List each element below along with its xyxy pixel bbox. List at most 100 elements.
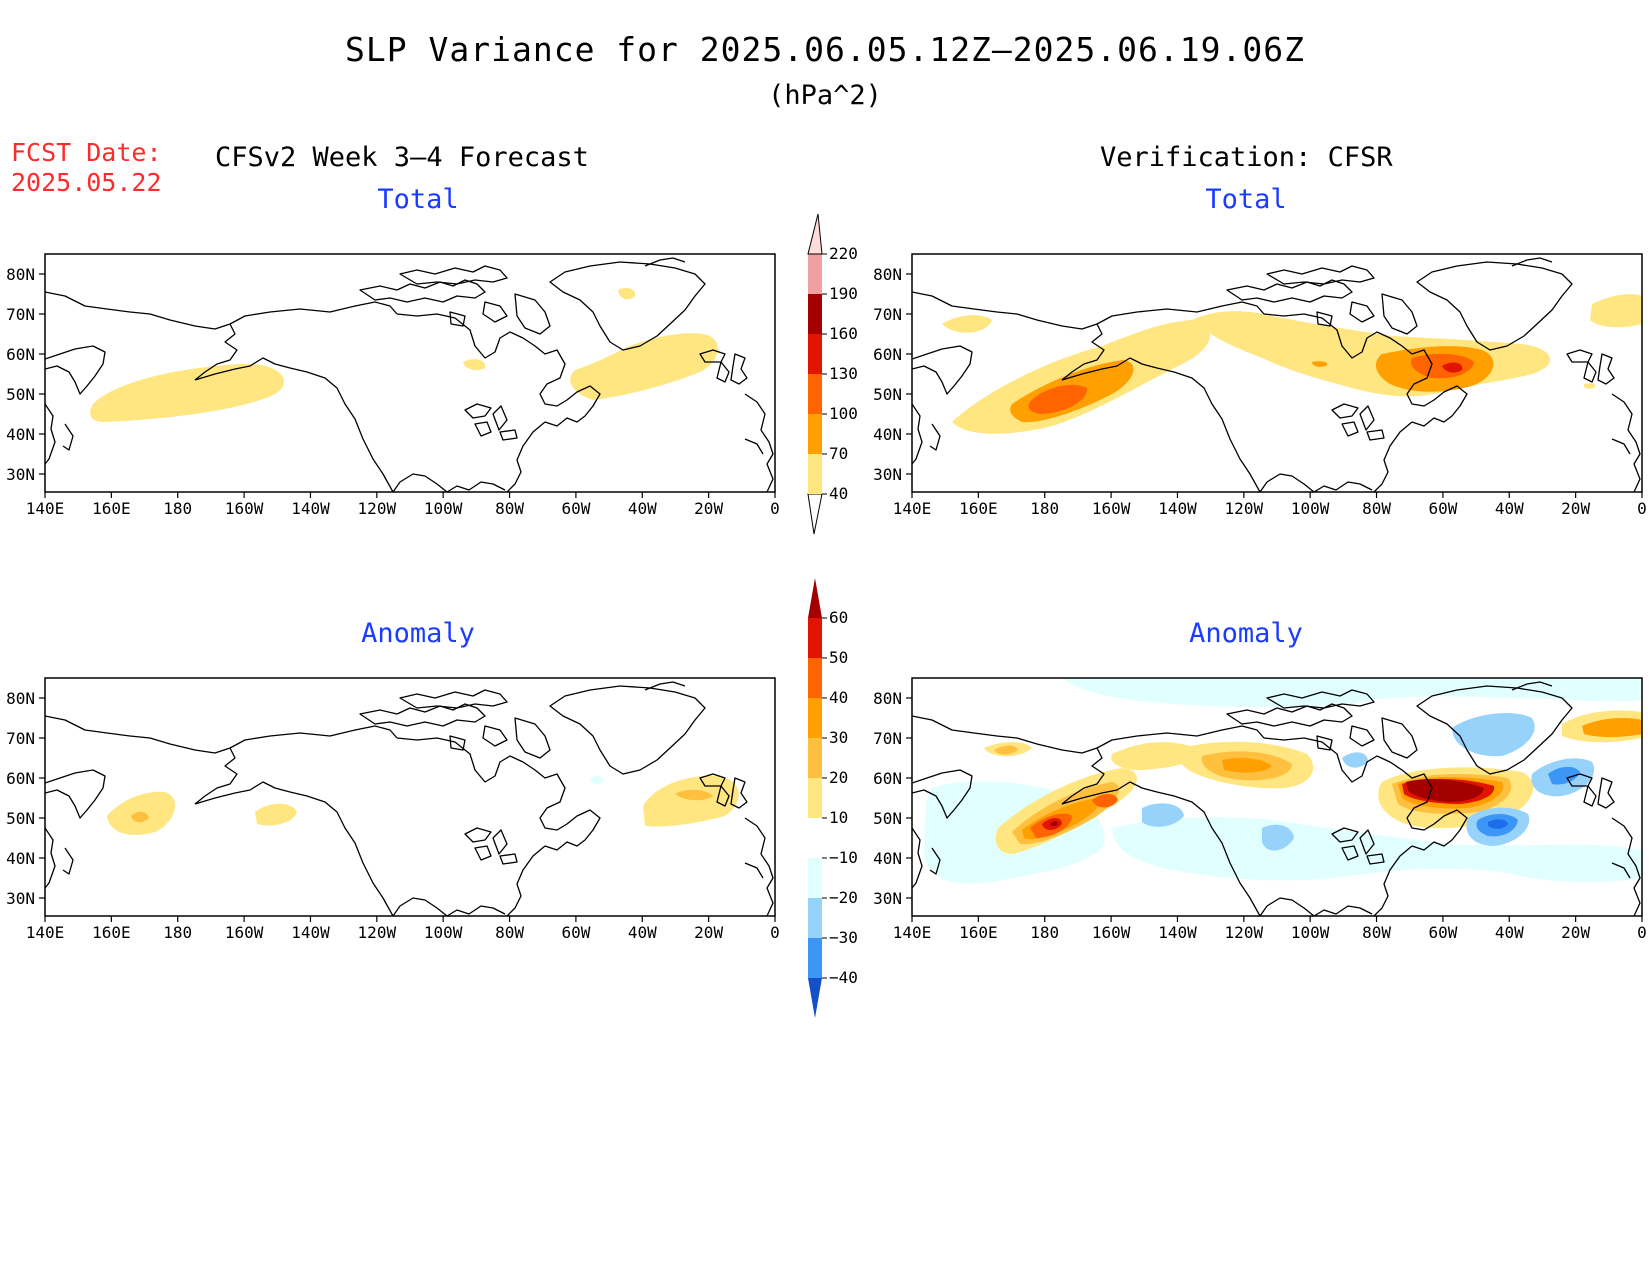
lat-label: 50N (873, 385, 902, 404)
lat-label: 40N (6, 849, 35, 868)
map-frame-c (44, 677, 776, 917)
lon-label: 100W (1291, 923, 1330, 942)
forecast-column-header: CFSv2 Week 3—4 Forecast (215, 142, 589, 173)
map-panel-forecast-anomaly (44, 677, 776, 917)
colorbar-total-min-arrow (807, 493, 823, 535)
colorbar-anomaly-swatch (808, 698, 822, 738)
colorbar-anomaly-swatch (808, 938, 822, 978)
lon-label: 20W (1561, 923, 1590, 942)
colorbar-anomaly-label: 50 (829, 648, 848, 667)
forecast-date-caption: FCST Date: (11, 138, 162, 167)
lat-label: 50N (6, 809, 35, 828)
lon-label: 60W (561, 499, 590, 518)
map-panel-verification-anomaly (911, 677, 1643, 917)
colorbar-anomaly-swatch (808, 898, 822, 938)
contour-fcst-total-hudson (463, 359, 486, 370)
lon-label: 160W (1092, 923, 1131, 942)
colorbar-anomaly: 60 50 40 30 20 10 −10 −20 −30 −40 (808, 578, 858, 1018)
lon-label: 80W (495, 923, 524, 942)
lon-label: 0 (770, 923, 780, 942)
colorbar-anomaly-label: 20 (829, 768, 848, 787)
lon-label: 100W (424, 923, 463, 942)
colorbar-anomaly-label: −20 (829, 888, 858, 907)
lon-label: 180 (163, 499, 192, 518)
colorbar-anomaly-swatch (808, 818, 822, 858)
units-label: (hPa^2) (768, 80, 882, 111)
colorbar-total-max-arrow (807, 213, 823, 255)
lon-label: 100W (424, 499, 463, 518)
lon-label: 80W (495, 499, 524, 518)
lon-label: 160E (959, 923, 998, 942)
lon-label: 140E (893, 923, 932, 942)
colorbar-anomaly-label: −30 (829, 928, 858, 947)
lon-label: 40W (1495, 923, 1524, 942)
lon-label: 120W (1225, 499, 1264, 518)
lon-label: 140E (26, 499, 65, 518)
colorbar-total-swatch (808, 414, 822, 454)
lat-label: 70N (6, 729, 35, 748)
lon-label: 40W (628, 923, 657, 942)
colorbar-anomaly-max-arrow (808, 578, 822, 618)
lon-label: 160E (92, 923, 131, 942)
lat-label: 80N (873, 265, 902, 284)
lon-label: 140W (291, 499, 330, 518)
lon-label: 160E (959, 499, 998, 518)
panel-title-forecast-total: Total (377, 184, 459, 215)
colorbar-anomaly-label: −40 (829, 968, 858, 987)
lon-label: 80W (1362, 923, 1391, 942)
lat-label: 80N (6, 689, 35, 708)
lon-label: 140W (1158, 923, 1197, 942)
lon-label: 20W (1561, 499, 1590, 518)
map-panel-forecast-total (44, 253, 776, 493)
colorbar-total-swatch (808, 374, 822, 414)
contour-fcst-total-pacific (90, 363, 284, 422)
lat-label: 80N (6, 265, 35, 284)
lon-label: 60W (1428, 923, 1457, 942)
colorbar-anomaly-swatch (808, 658, 822, 698)
lon-label: 20W (694, 499, 723, 518)
map-panel-verification-total (911, 253, 1643, 493)
chart-title: SLP Variance for 2025.06.05.12Z—2025.06.… (345, 30, 1305, 69)
colorbar-anomaly-min-arrow (808, 978, 822, 1018)
panel-title-verification-total: Total (1205, 184, 1287, 215)
lat-label: 60N (873, 345, 902, 364)
lon-label: 0 (770, 499, 780, 518)
lat-label: 30N (873, 889, 902, 908)
colorbar-total-swatch (808, 294, 822, 334)
panel-title-verification-anomaly: Anomaly (1189, 618, 1303, 649)
lon-label: 160W (225, 923, 264, 942)
colorbar-total-label: 100 (829, 404, 858, 423)
lon-label: 60W (561, 923, 590, 942)
lon-label: 160W (1092, 499, 1131, 518)
lon-label: 40W (628, 499, 657, 518)
lon-label: 0 (1637, 499, 1647, 518)
lon-label: 120W (358, 499, 397, 518)
lon-label: 100W (1291, 499, 1330, 518)
colorbar-total-label: 40 (829, 484, 848, 503)
lon-label: 140W (291, 923, 330, 942)
colorbar-anomaly-label: 10 (829, 808, 848, 827)
colorbar-anomaly-swatch (808, 618, 822, 658)
colorbar-total-swatch (808, 254, 822, 294)
lon-label: 180 (1030, 499, 1059, 518)
forecast-date-value: 2025.05.22 (11, 168, 162, 197)
colorbar-total: 40 70 100 130 160 190 220 (807, 213, 858, 535)
map-frame-a (44, 253, 776, 493)
colorbar-anomaly-label: 40 (829, 688, 848, 707)
colorbar-anomaly-label: 60 (829, 608, 848, 627)
lat-label: 30N (6, 889, 35, 908)
lon-label: 40W (1495, 499, 1524, 518)
colorbar-anomaly-swatch (808, 778, 822, 818)
lat-label: 60N (873, 769, 902, 788)
colorbar-anomaly-label: 30 (829, 728, 848, 747)
map-axis-labels: 140E 160E 180 160W 140W 120W 100W 80W 60W 40W 20W 0… (6, 265, 1647, 942)
lon-label: 180 (1030, 923, 1059, 942)
lat-label: 40N (6, 425, 35, 444)
lon-label: 60W (1428, 499, 1457, 518)
lon-label: 120W (1225, 923, 1264, 942)
lon-label: 180 (163, 923, 192, 942)
forecast-date-label: FCST Date: 2025.05.22 (11, 138, 162, 198)
lat-label: 70N (873, 729, 902, 748)
lat-label: 50N (873, 809, 902, 828)
